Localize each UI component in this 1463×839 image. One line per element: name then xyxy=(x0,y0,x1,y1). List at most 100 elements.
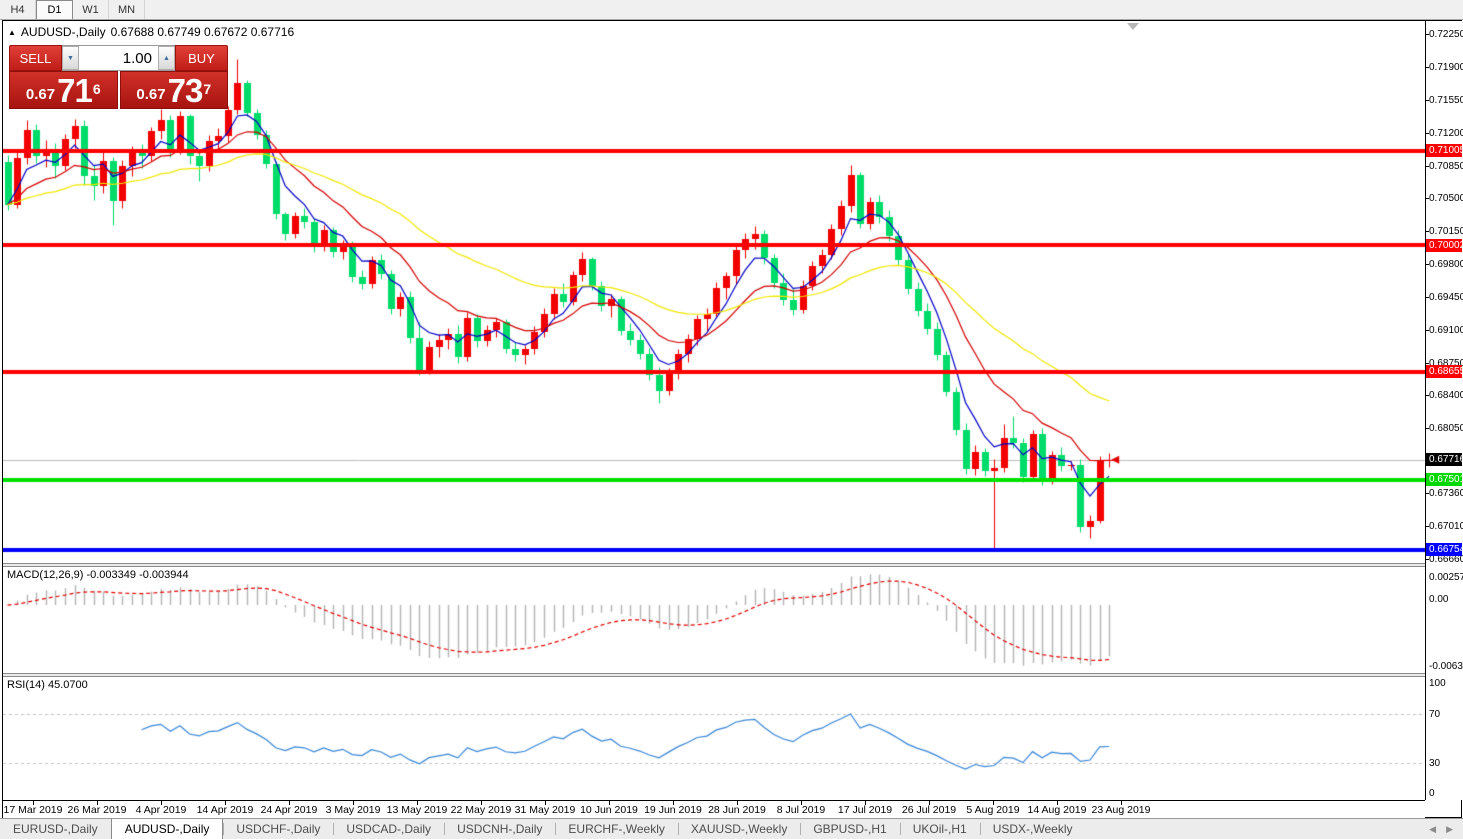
date-tick-mark xyxy=(161,801,162,805)
price-tick-mark xyxy=(1426,428,1429,430)
chart-tab-usdx[interactable]: USDX-,Weekly xyxy=(979,819,1086,839)
price-tick-label: 0.72250 xyxy=(1429,29,1463,41)
one-click-trading-panel: SELL ▼ ▲ BUY 0.67 71 6 0.67 xyxy=(9,45,228,109)
rsi-label: RSI(14) 45.0700 xyxy=(7,679,88,691)
timeframe-toolbar: H4 D1 W1 MN xyxy=(0,0,1463,20)
tab-scroll-left-icon[interactable]: ◀ xyxy=(1429,823,1437,834)
rsi-axis-label: 70 xyxy=(1429,708,1441,720)
price-tick-label: 0.68050 xyxy=(1429,423,1463,435)
chart-tab-usdchf[interactable]: USDCHF-,Daily xyxy=(223,819,333,839)
date-tick-label: 10 Jun 2019 xyxy=(580,804,638,816)
timeframe-button-h4[interactable]: H4 xyxy=(0,0,36,19)
sell-button[interactable]: SELL xyxy=(9,45,62,71)
rsi-axis-label: 100 xyxy=(1429,678,1446,689)
price-tick-label: 0.69800 xyxy=(1429,259,1463,271)
price-tick-label: 0.67360 xyxy=(1429,488,1463,500)
date-tick-label: 5 Aug 2019 xyxy=(966,804,1020,816)
buy-price-pip: 7 xyxy=(203,81,212,97)
price-tick-mark xyxy=(1426,165,1429,167)
price-tick-mark xyxy=(1426,132,1429,134)
price-tick-mark xyxy=(1426,34,1429,36)
date-tick-mark xyxy=(417,801,418,805)
price-level-chip: 0.66754 xyxy=(1426,543,1463,557)
price-tick-label: 0.67010 xyxy=(1429,520,1463,532)
date-tick-mark xyxy=(481,801,482,805)
buy-button[interactable]: BUY xyxy=(175,45,228,71)
price-tick-label: 0.66660 xyxy=(1429,553,1463,565)
date-tick-label: 4 Apr 2019 xyxy=(135,804,187,816)
main-chart-canvas[interactable] xyxy=(3,21,1425,563)
collapse-panel-icon[interactable]: ▲ xyxy=(8,27,16,37)
date-tick-mark xyxy=(673,801,674,805)
sell-quote-button[interactable]: 0.67 71 6 xyxy=(9,71,118,109)
tab-scroll-arrows: ◀ ▶ xyxy=(1419,819,1463,839)
timeframe-button-d1[interactable]: D1 xyxy=(36,0,73,19)
date-tick-mark xyxy=(1121,801,1122,805)
chart-tab-eurusd[interactable]: EURUSD-,Daily xyxy=(13,822,98,836)
price-tick-label: 0.70150 xyxy=(1429,226,1463,238)
date-tick-mark xyxy=(737,801,738,805)
date-tick-label: 14 Aug 2019 xyxy=(1027,804,1087,816)
price-tick-mark xyxy=(1426,558,1429,560)
volume-input[interactable] xyxy=(79,46,158,70)
chart-tab-bar: EURUSD-,Daily AUDUSD-,Daily USDCHF-,Daily U… xyxy=(0,818,1463,839)
date-tick-mark xyxy=(97,801,98,805)
timeframe-button-mn[interactable]: MN xyxy=(109,0,145,19)
date-tick-mark xyxy=(609,801,610,805)
chart-tab-gbpusd[interactable]: GBPUSD-,H1 xyxy=(800,819,899,839)
date-tick-label: 31 May 2019 xyxy=(514,804,576,816)
tab-scroll-right-icon[interactable]: ▶ xyxy=(1446,823,1453,834)
price-tick-label: 0.69100 xyxy=(1429,324,1463,336)
date-axis[interactable]: 17 Mar 2019 26 Mar 2019 4 Apr 2019 14 Apr 2… xyxy=(3,800,1425,818)
volume-decrease-icon[interactable]: ▼ xyxy=(62,46,79,70)
price-tick-mark xyxy=(1426,264,1429,266)
buy-price-big: 73 xyxy=(167,72,204,109)
chart-tab-usdcnh[interactable]: USDCNH-,Daily xyxy=(444,819,555,839)
price-level-chip: 0.67501 xyxy=(1426,473,1463,487)
macd-canvas[interactable] xyxy=(3,567,1425,673)
volume-control: ▼ ▲ xyxy=(62,45,175,71)
macd-label: MACD(12,26,9) -0.003349 -0.003944 xyxy=(7,569,189,581)
price-tick-label: 0.70500 xyxy=(1429,193,1463,205)
pane-splitter[interactable] xyxy=(3,563,1425,567)
date-tick-mark xyxy=(865,801,866,805)
ohlc-values: 0.67688 0.67749 0.67672 0.67716 xyxy=(110,25,295,39)
price-level-chip: 0.67716 xyxy=(1426,453,1463,467)
macd-indicator-pane: MACD(12,26,9) -0.003349 -0.003944 xyxy=(3,567,1425,673)
date-tick-mark xyxy=(993,801,994,805)
scroll-to-end-icon[interactable] xyxy=(1127,23,1139,30)
price-tick-mark xyxy=(1426,493,1429,495)
chart-tab-audusd[interactable]: AUDUSD-,Daily xyxy=(110,819,224,839)
chart-tab-eurchf[interactable]: EURCHF-,Weekly xyxy=(555,819,677,839)
date-tick-label: 22 May 2019 xyxy=(450,804,512,816)
date-tick-label: 24 Apr 2019 xyxy=(260,804,318,816)
date-tick-mark xyxy=(353,801,354,805)
price-tick-mark xyxy=(1426,66,1429,68)
sell-price-pip: 6 xyxy=(92,81,101,97)
sell-price-prefix: 0.67 xyxy=(25,86,56,103)
buy-quote-button[interactable]: 0.67 73 7 xyxy=(119,71,228,109)
price-tick-mark xyxy=(1426,296,1429,298)
volume-increase-icon[interactable]: ▲ xyxy=(158,46,175,70)
date-tick-mark xyxy=(929,801,930,805)
date-tick-mark xyxy=(1057,801,1058,805)
chart-tab-usdcad[interactable]: USDCAD-,Daily xyxy=(333,819,444,839)
timeframe-button-w1[interactable]: W1 xyxy=(73,0,109,19)
date-tick-label: 8 Jul 2019 xyxy=(776,804,826,816)
price-level-chip: 0.68655 xyxy=(1426,365,1463,379)
date-tick-mark xyxy=(801,801,802,805)
sell-price-big: 71 xyxy=(57,72,93,109)
date-tick-label: 28 Jun 2019 xyxy=(708,804,766,816)
chart-window: ▲ AUDUSD-,Daily 0.67688 0.67749 0.67672 … xyxy=(2,20,1463,818)
macd-axis-label: -0.006326 xyxy=(1429,661,1463,672)
pane-splitter[interactable] xyxy=(3,673,1425,677)
chart-tab-ukoil[interactable]: UKOil-,H1 xyxy=(899,819,980,839)
date-tick-label: 14 Apr 2019 xyxy=(196,804,254,816)
buy-price-prefix: 0.67 xyxy=(136,86,166,103)
price-axis[interactable]: 0.72250 0.71900 0.71550 0.71200 0.70850 0.705… xyxy=(1425,21,1463,800)
chart-tab-xauusd[interactable]: XAUUSD-,Weekly xyxy=(677,819,800,839)
main-price-pane: ▲ AUDUSD-,Daily 0.67688 0.67749 0.67672 … xyxy=(3,21,1425,563)
symbol-label: AUDUSD-,Daily xyxy=(20,25,106,39)
rsi-canvas[interactable] xyxy=(3,677,1425,800)
